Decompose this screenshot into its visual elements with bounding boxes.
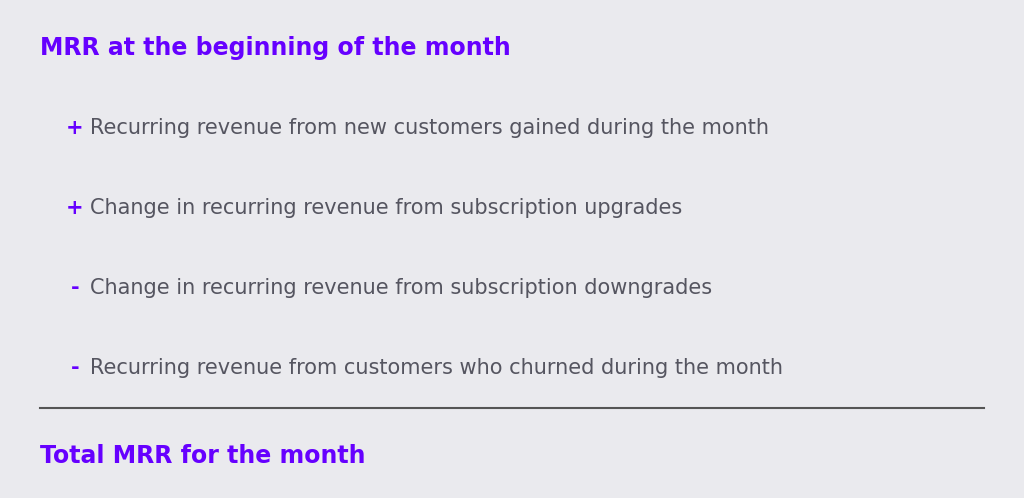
Text: Recurring revenue from customers who churned during the month: Recurring revenue from customers who chu… bbox=[90, 358, 783, 378]
Text: MRR at the beginning of the month: MRR at the beginning of the month bbox=[40, 36, 511, 60]
Text: -: - bbox=[71, 278, 79, 298]
Text: Change in recurring revenue from subscription downgrades: Change in recurring revenue from subscri… bbox=[90, 278, 712, 298]
Text: Change in recurring revenue from subscription upgrades: Change in recurring revenue from subscri… bbox=[90, 198, 682, 218]
Text: -: - bbox=[71, 358, 79, 378]
Text: +: + bbox=[67, 198, 84, 218]
Text: Recurring revenue from new customers gained during the month: Recurring revenue from new customers gai… bbox=[90, 118, 769, 138]
Text: +: + bbox=[67, 118, 84, 138]
Text: Total MRR for the month: Total MRR for the month bbox=[40, 444, 366, 468]
